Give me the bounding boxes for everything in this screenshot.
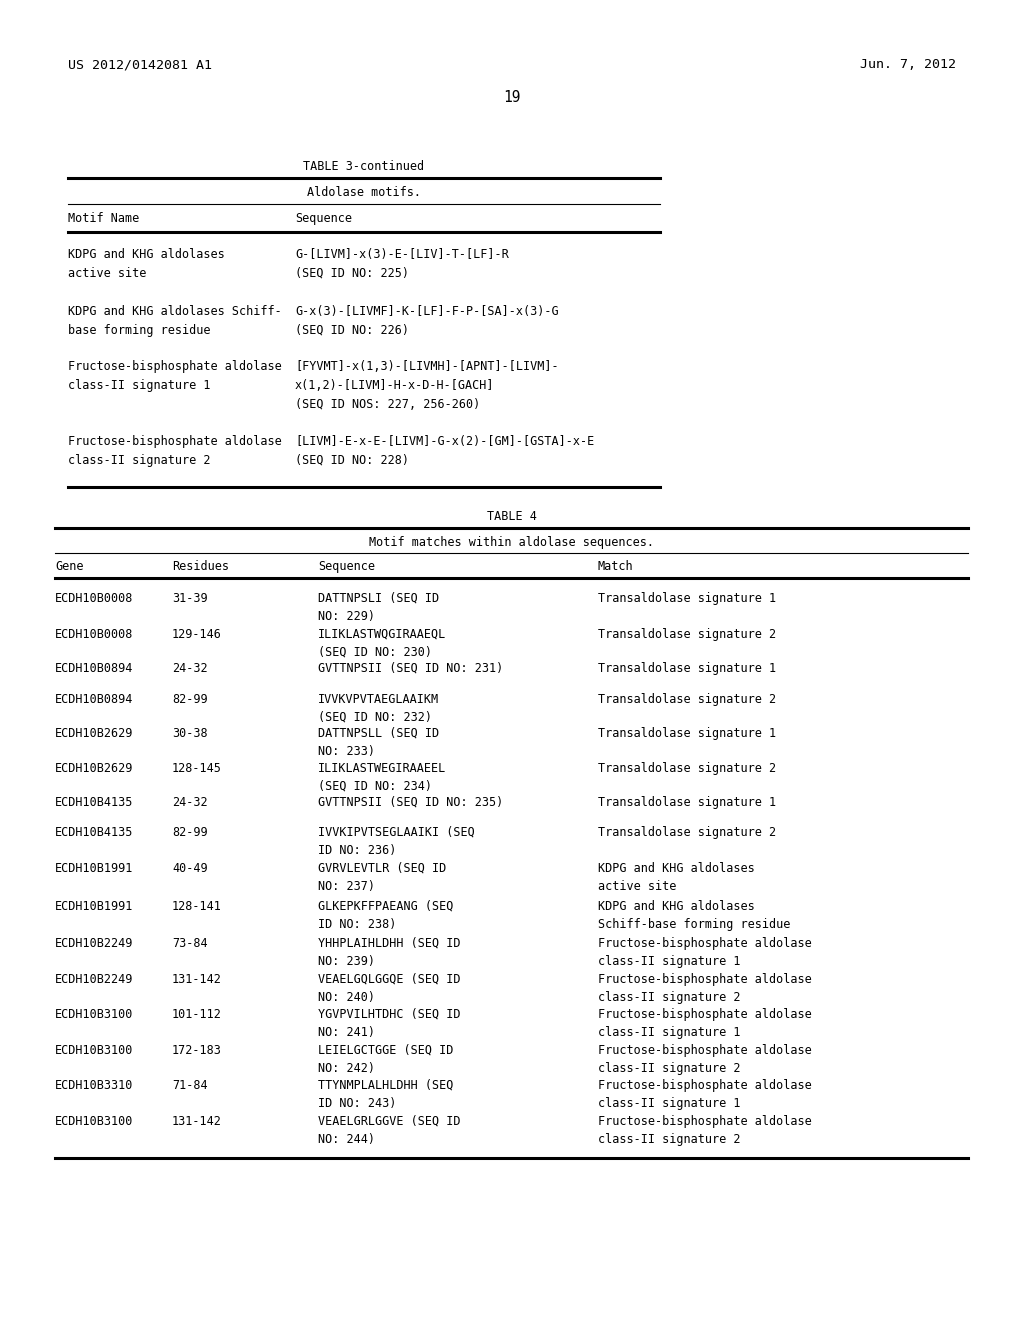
- Text: ECDH10B3100: ECDH10B3100: [55, 1044, 133, 1057]
- Text: 19: 19: [503, 90, 521, 106]
- Text: ECDH10B3100: ECDH10B3100: [55, 1115, 133, 1129]
- Text: GVTTNPSII (SEQ ID NO: 231): GVTTNPSII (SEQ ID NO: 231): [318, 663, 503, 675]
- Text: 24-32: 24-32: [172, 796, 208, 809]
- Text: KDPG and KHG aldolases
Schiff-base forming residue: KDPG and KHG aldolases Schiff-base formi…: [598, 900, 791, 931]
- Text: 24-32: 24-32: [172, 663, 208, 675]
- Text: Fructose-bisphosphate aldolase
class-II signature 2: Fructose-bisphosphate aldolase class-II …: [68, 436, 282, 467]
- Text: Motif matches within aldolase sequences.: Motif matches within aldolase sequences.: [369, 536, 654, 549]
- Text: ECDH10B0008: ECDH10B0008: [55, 591, 133, 605]
- Text: VEAELGRLGGVE (SEQ ID
NO: 244): VEAELGRLGGVE (SEQ ID NO: 244): [318, 1115, 461, 1146]
- Text: DATTNPSLL (SEQ ID
NO: 233): DATTNPSLL (SEQ ID NO: 233): [318, 727, 439, 758]
- Text: 82-99: 82-99: [172, 826, 208, 840]
- Text: Aldolase motifs.: Aldolase motifs.: [307, 186, 421, 199]
- Text: ECDH10B2249: ECDH10B2249: [55, 973, 133, 986]
- Text: VEAELGQLGGQE (SEQ ID
NO: 240): VEAELGQLGGQE (SEQ ID NO: 240): [318, 973, 461, 1005]
- Text: 131-142: 131-142: [172, 1115, 222, 1129]
- Text: GLKEPKFFPAEANG (SEQ
ID NO: 238): GLKEPKFFPAEANG (SEQ ID NO: 238): [318, 900, 454, 931]
- Text: IVVKVPVTAEGLAAIKM
(SEQ ID NO: 232): IVVKVPVTAEGLAAIKM (SEQ ID NO: 232): [318, 693, 439, 723]
- Text: YGVPVILHTDHC (SEQ ID
NO: 241): YGVPVILHTDHC (SEQ ID NO: 241): [318, 1008, 461, 1039]
- Text: US 2012/0142081 A1: US 2012/0142081 A1: [68, 58, 212, 71]
- Text: 131-142: 131-142: [172, 973, 222, 986]
- Text: Transaldolase signature 2: Transaldolase signature 2: [598, 628, 776, 642]
- Text: 101-112: 101-112: [172, 1008, 222, 1020]
- Text: GVTTNPSII (SEQ ID NO: 235): GVTTNPSII (SEQ ID NO: 235): [318, 796, 503, 809]
- Text: ECDH10B0894: ECDH10B0894: [55, 693, 133, 706]
- Text: ECDH10B2629: ECDH10B2629: [55, 762, 133, 775]
- Text: ECDH10B0894: ECDH10B0894: [55, 663, 133, 675]
- Text: 128-145: 128-145: [172, 762, 222, 775]
- Text: 40-49: 40-49: [172, 862, 208, 875]
- Text: ECDH10B2249: ECDH10B2249: [55, 937, 133, 950]
- Text: Fructose-bisphosphate aldolase
class-II signature 2: Fructose-bisphosphate aldolase class-II …: [598, 1044, 812, 1074]
- Text: Transaldolase signature 1: Transaldolase signature 1: [598, 727, 776, 741]
- Text: Transaldolase signature 2: Transaldolase signature 2: [598, 826, 776, 840]
- Text: KDPG and KHG aldolases
active site: KDPG and KHG aldolases active site: [68, 248, 224, 280]
- Text: ECDH10B3310: ECDH10B3310: [55, 1078, 133, 1092]
- Text: 30-38: 30-38: [172, 727, 208, 741]
- Text: GVRVLEVTLR (SEQ ID
NO: 237): GVRVLEVTLR (SEQ ID NO: 237): [318, 862, 446, 894]
- Text: Fructose-bisphosphate aldolase
class-II signature 1: Fructose-bisphosphate aldolase class-II …: [598, 1078, 812, 1110]
- Text: [LIVM]-E-x-E-[LIVM]-G-x(2)-[GM]-[GSTA]-x-E
(SEQ ID NO: 228): [LIVM]-E-x-E-[LIVM]-G-x(2)-[GM]-[GSTA]-x…: [295, 436, 594, 467]
- Text: LEIELGCTGGE (SEQ ID
NO: 242): LEIELGCTGGE (SEQ ID NO: 242): [318, 1044, 454, 1074]
- Text: Sequence: Sequence: [318, 560, 375, 573]
- Text: Fructose-bisphosphate aldolase
class-II signature 1: Fructose-bisphosphate aldolase class-II …: [68, 360, 282, 392]
- Text: TTYNMPLALHLDHH (SEQ
ID NO: 243): TTYNMPLALHLDHH (SEQ ID NO: 243): [318, 1078, 454, 1110]
- Text: 73-84: 73-84: [172, 937, 208, 950]
- Text: KDPG and KHG aldolases
active site: KDPG and KHG aldolases active site: [598, 862, 755, 894]
- Text: IVVKIPVTSEGLAAIKI (SEQ
ID NO: 236): IVVKIPVTSEGLAAIKI (SEQ ID NO: 236): [318, 826, 475, 857]
- Text: Transaldolase signature 1: Transaldolase signature 1: [598, 796, 776, 809]
- Text: Transaldolase signature 1: Transaldolase signature 1: [598, 591, 776, 605]
- Text: Fructose-bisphosphate aldolase
class-II signature 1: Fructose-bisphosphate aldolase class-II …: [598, 1008, 812, 1039]
- Text: Transaldolase signature 2: Transaldolase signature 2: [598, 762, 776, 775]
- Text: Jun. 7, 2012: Jun. 7, 2012: [860, 58, 956, 71]
- Text: ECDH10B4135: ECDH10B4135: [55, 826, 133, 840]
- Text: Motif Name: Motif Name: [68, 213, 139, 224]
- Text: Match: Match: [598, 560, 634, 573]
- Text: Transaldolase signature 1: Transaldolase signature 1: [598, 663, 776, 675]
- Text: ECDH10B2629: ECDH10B2629: [55, 727, 133, 741]
- Text: ILIKLASTWEGIRAAEEL
(SEQ ID NO: 234): ILIKLASTWEGIRAAEEL (SEQ ID NO: 234): [318, 762, 446, 793]
- Text: 82-99: 82-99: [172, 693, 208, 706]
- Text: Residues: Residues: [172, 560, 229, 573]
- Text: 31-39: 31-39: [172, 591, 208, 605]
- Text: ECDH10B0008: ECDH10B0008: [55, 628, 133, 642]
- Text: Fructose-bisphosphate aldolase
class-II signature 1: Fructose-bisphosphate aldolase class-II …: [598, 937, 812, 968]
- Text: 71-84: 71-84: [172, 1078, 208, 1092]
- Text: G-[LIVM]-x(3)-E-[LIV]-T-[LF]-R
(SEQ ID NO: 225): G-[LIVM]-x(3)-E-[LIV]-T-[LF]-R (SEQ ID N…: [295, 248, 509, 280]
- Text: Gene: Gene: [55, 560, 84, 573]
- Text: 128-141: 128-141: [172, 900, 222, 913]
- Text: Transaldolase signature 2: Transaldolase signature 2: [598, 693, 776, 706]
- Text: Sequence: Sequence: [295, 213, 352, 224]
- Text: G-x(3)-[LIVMF]-K-[LF]-F-P-[SA]-x(3)-G
(SEQ ID NO: 226): G-x(3)-[LIVMF]-K-[LF]-F-P-[SA]-x(3)-G (S…: [295, 305, 559, 337]
- Text: 172-183: 172-183: [172, 1044, 222, 1057]
- Text: KDPG and KHG aldolases Schiff-
base forming residue: KDPG and KHG aldolases Schiff- base form…: [68, 305, 282, 337]
- Text: YHHPLAIHLDHH (SEQ ID
NO: 239): YHHPLAIHLDHH (SEQ ID NO: 239): [318, 937, 461, 968]
- Text: 129-146: 129-146: [172, 628, 222, 642]
- Text: TABLE 4: TABLE 4: [486, 510, 537, 523]
- Text: ECDH10B1991: ECDH10B1991: [55, 900, 133, 913]
- Text: ECDH10B4135: ECDH10B4135: [55, 796, 133, 809]
- Text: DATTNPSLI (SEQ ID
NO: 229): DATTNPSLI (SEQ ID NO: 229): [318, 591, 439, 623]
- Text: ECDH10B1991: ECDH10B1991: [55, 862, 133, 875]
- Text: Fructose-bisphosphate aldolase
class-II signature 2: Fructose-bisphosphate aldolase class-II …: [598, 973, 812, 1005]
- Text: ILIKLASTWQGIRAAEQL
(SEQ ID NO: 230): ILIKLASTWQGIRAAEQL (SEQ ID NO: 230): [318, 628, 446, 659]
- Text: TABLE 3-continued: TABLE 3-continued: [303, 160, 425, 173]
- Text: Fructose-bisphosphate aldolase
class-II signature 2: Fructose-bisphosphate aldolase class-II …: [598, 1115, 812, 1146]
- Text: ECDH10B3100: ECDH10B3100: [55, 1008, 133, 1020]
- Text: [FYVMT]-x(1,3)-[LIVMH]-[APNT]-[LIVM]-
x(1,2)-[LIVM]-H-x-D-H-[GACH]
(SEQ ID NOS: : [FYVMT]-x(1,3)-[LIVMH]-[APNT]-[LIVM]- x(…: [295, 360, 559, 411]
